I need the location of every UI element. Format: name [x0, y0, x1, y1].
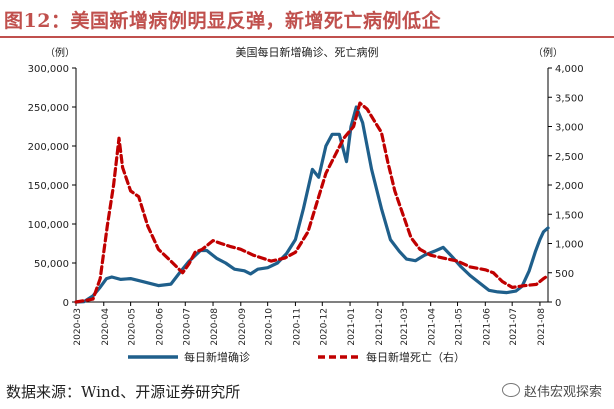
x-tick-label: 2020-11 [292, 308, 302, 346]
y-left-tick-label: 250,000 [28, 103, 69, 114]
watermark: 赵伟宏观探索 [501, 381, 602, 400]
y-left-tick-label: 50,000 [34, 259, 69, 270]
legend: 每日新增确诊 每日新增死亡（右） [128, 350, 465, 364]
x-tick-label: 2020-09 [238, 308, 248, 346]
y-left-tick-label: 300,000 [28, 64, 69, 75]
x-tick-label: 2021-08 [537, 308, 547, 346]
x-tick-label: 2020-08 [210, 308, 220, 346]
y-left-tick-label: 200,000 [28, 142, 69, 153]
y-right-tick-label: 3,500 [555, 93, 584, 104]
y-right-tick-label: 3,000 [555, 123, 584, 134]
x-tick-label: 2021-01 [347, 308, 357, 346]
source-note: 数据来源：Wind、开源证券研究所 [6, 383, 241, 401]
x-tick-label: 2020-04 [101, 308, 111, 346]
chart: 美国每日新增确诊、死亡病例 （例） （例） 0 50,000 100,000 150,… [28, 45, 584, 364]
y-right-tick-label: 1,000 [555, 240, 584, 251]
x-tick-label: 2021-05 [455, 308, 465, 346]
series-line-cases [74, 105, 550, 304]
y-right-unit: （例） [533, 46, 563, 59]
x-tick-label: 2020-12 [319, 308, 329, 346]
series-lines [74, 101, 550, 304]
x-tick-label: 2020-06 [155, 308, 165, 346]
title-divider [0, 36, 614, 38]
y-right-tick-label: 2,500 [555, 152, 584, 163]
x-tick-label: 2021-03 [400, 308, 410, 346]
y-left-tick-label: 0 [63, 298, 69, 309]
axes: 0 50,000 100,000 150,000 200,000 250,000 300,0… [28, 64, 584, 346]
x-tick-label: 2021-02 [375, 308, 385, 346]
x-tick-label: 2021-06 [482, 308, 492, 346]
y-right-tick-label: 500 [555, 269, 574, 280]
x-tick-label: 2020-10 [265, 308, 275, 346]
figure-title: 图12：美国新增病例明显反弹，新增死亡病例低企 [4, 10, 441, 32]
y-left-tick-label: 150,000 [28, 181, 69, 192]
x-tick-label: 2020-05 [128, 308, 138, 346]
legend-label-deaths: 每日新增死亡（右） [366, 350, 465, 364]
y-left-tick-label: 100,000 [28, 220, 69, 231]
x-tick-label: 2021-07 [509, 308, 519, 346]
y-right-tick-label: 4,000 [555, 64, 584, 75]
y-right-tick-label: 2,000 [555, 181, 584, 192]
wechat-icon [501, 383, 520, 397]
legend-label-cases: 每日新增确诊 [184, 350, 250, 364]
series-line-deaths [74, 101, 550, 304]
y-right-tick-label: 1,500 [555, 210, 584, 221]
x-tick-label: 2020-03 [73, 308, 83, 346]
title-bar: 图12：美国新增病例明显反弹，新增死亡病例低企 [0, 0, 614, 36]
x-tick-label: 2021-04 [428, 308, 438, 346]
y-right-tick-label: 0 [555, 298, 561, 309]
chart-title: 美国每日新增确诊、死亡病例 [236, 45, 379, 59]
y-left-unit: （例） [45, 46, 75, 59]
x-tick-label: 2020-07 [182, 308, 192, 346]
watermark-text: 赵伟宏观探索 [523, 385, 602, 400]
